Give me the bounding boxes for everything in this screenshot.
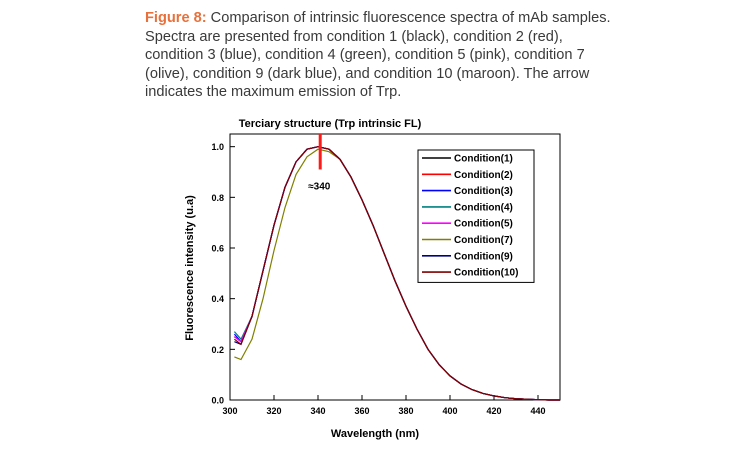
plot-frame	[229, 133, 561, 401]
x-tick-label: 300	[222, 406, 237, 416]
chart-title: Terciary structure (Trp intrinsic FL)	[239, 118, 422, 130]
x-axis: 300 320 340 360 380 400 420 440	[222, 395, 546, 416]
y-axis-label: Fluorescence intensity (u.a)	[184, 195, 196, 341]
legend-label: Condition(9)	[454, 251, 513, 262]
y-tick-label: 0.8	[211, 193, 224, 203]
x-tick-label: 340	[310, 406, 325, 416]
y-axis: 0.0 0.2 0.4 0.6 0.8 1.0	[211, 142, 235, 406]
max-emission-annotation: ≈340	[308, 182, 331, 193]
y-tick-label: 1.0	[211, 142, 224, 152]
legend: Condition(1) Condition(2) Condition(3) Cond…	[417, 149, 535, 283]
caption-text: Comparison of intrinsic fluorescence spe…	[145, 10, 611, 100]
legend-label: Condition(2)	[454, 170, 513, 181]
y-tick-label: 0.4	[211, 294, 224, 304]
y-tick-label: 0.6	[211, 244, 224, 254]
x-tick-label: 440	[530, 406, 545, 416]
figure-caption: Figure 8: Comparison of intrinsic fluore…	[145, 9, 615, 102]
series-line-8	[234, 146, 560, 401]
legend-label: Condition(10)	[454, 268, 518, 279]
legend-label: Condition(1)	[454, 154, 513, 165]
legend-label: Condition(5)	[454, 219, 513, 230]
legend-label: Condition(4)	[454, 202, 513, 213]
legend-box	[417, 149, 535, 283]
x-tick-label: 320	[266, 406, 281, 416]
legend-label: Condition(3)	[454, 186, 513, 197]
series-lines	[233, 146, 560, 401]
x-tick-label: 420	[486, 406, 501, 416]
x-axis-label: Wavelength (nm)	[331, 428, 420, 440]
x-tick-label: 380	[398, 406, 413, 416]
x-tick-label: 360	[354, 406, 369, 416]
x-tick-label: 400	[442, 406, 457, 416]
y-tick-label: 0.0	[211, 396, 224, 406]
figure-label: Figure 8:	[145, 10, 207, 26]
legend-label: Condition(7)	[454, 235, 513, 246]
y-tick-label: 0.2	[211, 345, 224, 355]
